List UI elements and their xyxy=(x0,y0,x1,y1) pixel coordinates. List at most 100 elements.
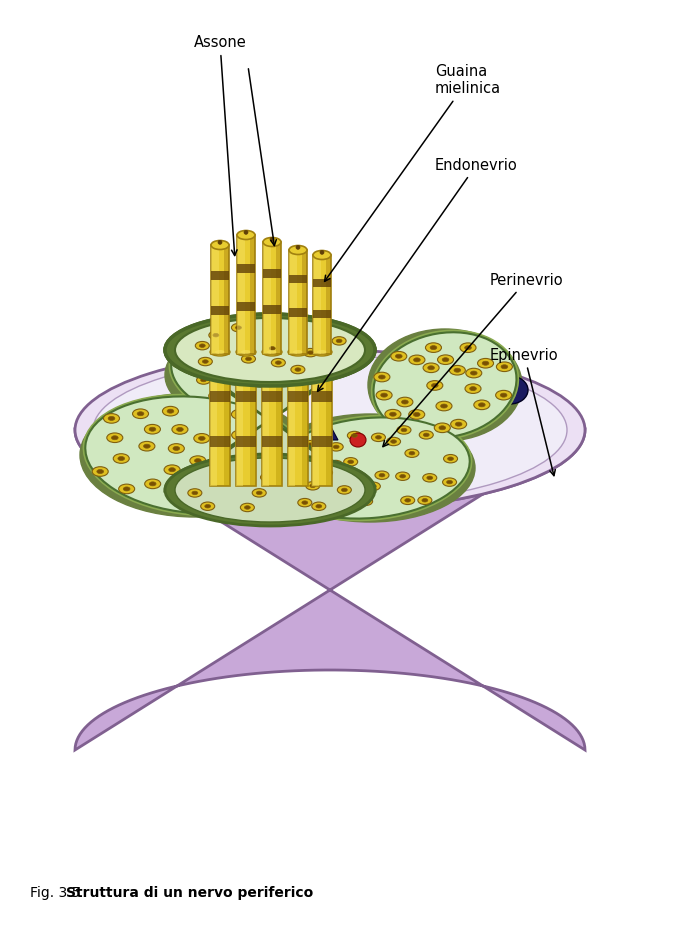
Text: Guaina
mielinica: Guaina mielinica xyxy=(324,64,501,282)
Ellipse shape xyxy=(428,365,434,370)
Ellipse shape xyxy=(93,356,567,504)
Ellipse shape xyxy=(482,361,489,365)
Ellipse shape xyxy=(270,237,274,241)
Ellipse shape xyxy=(218,419,225,423)
Ellipse shape xyxy=(133,409,148,418)
Ellipse shape xyxy=(460,343,476,352)
Polygon shape xyxy=(237,235,245,354)
Polygon shape xyxy=(288,436,308,447)
Ellipse shape xyxy=(474,400,490,409)
Ellipse shape xyxy=(333,445,339,448)
Ellipse shape xyxy=(281,479,287,484)
Ellipse shape xyxy=(242,354,256,363)
Ellipse shape xyxy=(175,458,365,522)
Ellipse shape xyxy=(236,412,243,417)
Polygon shape xyxy=(289,250,297,354)
Ellipse shape xyxy=(118,457,124,460)
Ellipse shape xyxy=(188,489,202,498)
Ellipse shape xyxy=(270,418,470,519)
Ellipse shape xyxy=(422,498,428,502)
Polygon shape xyxy=(211,272,229,280)
Ellipse shape xyxy=(366,482,381,490)
Polygon shape xyxy=(312,391,332,402)
Ellipse shape xyxy=(465,384,481,393)
Ellipse shape xyxy=(344,478,349,481)
Ellipse shape xyxy=(241,476,256,485)
Ellipse shape xyxy=(290,478,296,482)
Ellipse shape xyxy=(83,394,306,515)
Polygon shape xyxy=(312,352,332,486)
Ellipse shape xyxy=(448,457,453,460)
Ellipse shape xyxy=(368,329,522,441)
Ellipse shape xyxy=(409,451,415,455)
Ellipse shape xyxy=(165,454,375,526)
Ellipse shape xyxy=(337,485,351,494)
Ellipse shape xyxy=(281,461,295,470)
Ellipse shape xyxy=(199,436,205,441)
Ellipse shape xyxy=(405,449,419,458)
Ellipse shape xyxy=(199,357,212,365)
Ellipse shape xyxy=(137,412,144,416)
Ellipse shape xyxy=(195,341,210,350)
Ellipse shape xyxy=(323,471,328,474)
Ellipse shape xyxy=(230,347,245,355)
Ellipse shape xyxy=(321,505,326,509)
Ellipse shape xyxy=(217,501,224,505)
Polygon shape xyxy=(210,352,230,486)
Ellipse shape xyxy=(240,503,254,512)
Polygon shape xyxy=(288,352,308,486)
Ellipse shape xyxy=(268,364,273,367)
Ellipse shape xyxy=(205,504,211,508)
Polygon shape xyxy=(211,245,218,354)
Polygon shape xyxy=(312,436,332,447)
Ellipse shape xyxy=(236,485,252,494)
Ellipse shape xyxy=(297,498,312,507)
Ellipse shape xyxy=(297,491,304,495)
Ellipse shape xyxy=(256,491,262,495)
Ellipse shape xyxy=(144,424,161,434)
Ellipse shape xyxy=(237,231,255,240)
Ellipse shape xyxy=(396,472,409,481)
Ellipse shape xyxy=(215,350,225,354)
Ellipse shape xyxy=(251,366,257,370)
Ellipse shape xyxy=(269,416,472,521)
Ellipse shape xyxy=(317,503,330,512)
Text: Struttura di un nervo periferico: Struttura di un nervo periferico xyxy=(66,886,313,900)
Ellipse shape xyxy=(376,391,392,400)
Ellipse shape xyxy=(414,413,420,417)
Ellipse shape xyxy=(196,376,211,384)
Ellipse shape xyxy=(288,348,308,356)
Ellipse shape xyxy=(262,491,278,500)
Ellipse shape xyxy=(164,465,180,474)
Ellipse shape xyxy=(442,478,457,486)
Ellipse shape xyxy=(317,350,327,354)
Polygon shape xyxy=(237,235,255,354)
Ellipse shape xyxy=(438,355,453,365)
Ellipse shape xyxy=(276,476,292,486)
Ellipse shape xyxy=(401,428,407,432)
Ellipse shape xyxy=(348,460,354,463)
Ellipse shape xyxy=(204,474,221,484)
Ellipse shape xyxy=(184,476,191,480)
Ellipse shape xyxy=(173,446,180,450)
Ellipse shape xyxy=(282,433,289,437)
Ellipse shape xyxy=(262,348,282,356)
Ellipse shape xyxy=(201,502,215,511)
Ellipse shape xyxy=(293,350,303,354)
Ellipse shape xyxy=(209,331,223,339)
Ellipse shape xyxy=(397,426,411,434)
Ellipse shape xyxy=(174,490,190,499)
Polygon shape xyxy=(326,352,332,486)
Ellipse shape xyxy=(218,240,222,245)
Text: Epinevrio: Epinevrio xyxy=(490,348,559,475)
Ellipse shape xyxy=(464,346,471,350)
Ellipse shape xyxy=(442,358,449,362)
Ellipse shape xyxy=(304,349,317,357)
Ellipse shape xyxy=(111,436,118,440)
Ellipse shape xyxy=(313,250,331,259)
Ellipse shape xyxy=(179,493,185,497)
Ellipse shape xyxy=(245,506,250,510)
Polygon shape xyxy=(313,255,331,354)
Ellipse shape xyxy=(303,441,317,449)
Ellipse shape xyxy=(291,365,305,374)
